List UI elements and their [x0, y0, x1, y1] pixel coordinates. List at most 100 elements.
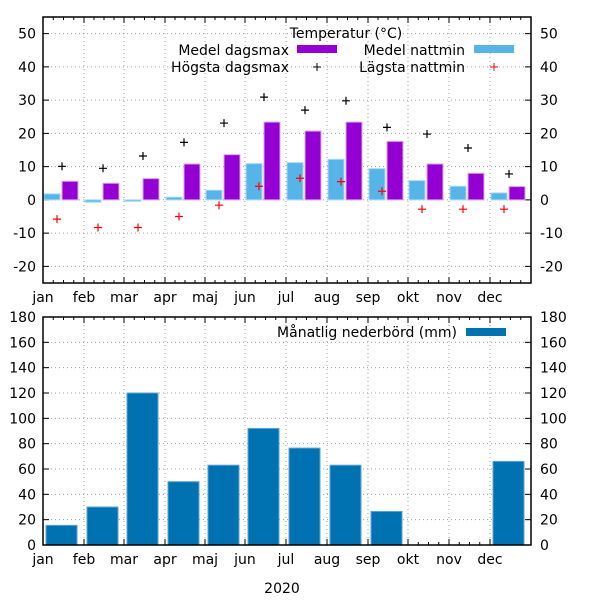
- x-tick-label: feb: [73, 290, 96, 306]
- x-tick-label: nov: [436, 552, 462, 568]
- y-tick-label-left: 60: [18, 462, 36, 478]
- x-tick-label: jun: [233, 290, 256, 306]
- point-lägsta-nattmin: [459, 205, 467, 214]
- bar-precipitation: [370, 510, 403, 546]
- y-tick-label-right: 20: [540, 513, 558, 529]
- bar-medel-dagsmax: [61, 180, 79, 201]
- y-tick-label-left: 0: [27, 193, 36, 209]
- y-tick-label-left: -20: [13, 259, 36, 275]
- point-lägsta-nattmin: [378, 187, 386, 196]
- point-högsta-dagsmax: [342, 96, 350, 105]
- bar-medel-nattmin: [368, 168, 386, 201]
- point-högsta-dagsmax: [220, 119, 228, 128]
- bar-medel-nattmin: [408, 180, 426, 201]
- legend-label: Högsta dagsmax: [171, 60, 289, 76]
- y-tick-label-left: 120: [9, 386, 36, 402]
- legend-title: Temperatur (°C): [289, 26, 403, 42]
- y-tick-label-left: 30: [18, 93, 36, 109]
- legend-label: Medel dagsmax: [178, 43, 289, 59]
- bar-precipitation: [126, 392, 159, 546]
- y-tick-label-left: 180: [9, 310, 36, 326]
- legend-swatch: [297, 45, 337, 53]
- y-tick-label-right: 60: [540, 462, 558, 478]
- legend-marker: [313, 63, 321, 71]
- bar-medel-nattmin: [165, 196, 183, 201]
- x-tick-label: mar: [110, 552, 138, 568]
- plot-frame: [42, 316, 532, 546]
- point-lägsta-nattmin: [296, 174, 304, 183]
- y-tick-label-right: 10: [540, 160, 558, 176]
- y-tick-label-right: 50: [540, 27, 558, 43]
- bar-medel-dagsmax: [467, 172, 485, 201]
- bar-medel-dagsmax: [183, 163, 201, 201]
- x-tick-label: apr: [153, 290, 176, 306]
- x-tick-label: jun: [233, 552, 256, 568]
- bar-precipitation: [492, 460, 525, 546]
- y-tick-label-left: 10: [18, 160, 36, 176]
- y-tick-label-right: 40: [540, 487, 558, 503]
- bar-medel-nattmin: [286, 162, 304, 201]
- point-högsta-dagsmax: [301, 106, 309, 115]
- bar-precipitation: [167, 481, 200, 546]
- x-tick-label: okt: [397, 552, 420, 568]
- bar-precipitation: [45, 524, 78, 546]
- bar-medel-nattmin: [205, 189, 223, 201]
- legend-label: Lägsta nattmin: [359, 60, 465, 76]
- x-tick-label: jan: [31, 552, 53, 568]
- y-tick-label-left: 80: [18, 437, 36, 453]
- x-tick-label: dec: [477, 552, 502, 568]
- plot-frame: [42, 16, 532, 284]
- x-tick-label: sep: [356, 290, 381, 306]
- bar-medel-nattmin: [84, 199, 102, 203]
- bar-medel-dagsmax: [223, 154, 241, 201]
- point-lägsta-nattmin: [337, 177, 345, 186]
- x-tick-label: jul: [277, 290, 295, 306]
- legend-label: Månatlig nederbörd (mm): [277, 324, 457, 341]
- x-tick-label: apr: [153, 552, 176, 568]
- point-lägsta-nattmin: [175, 212, 183, 221]
- y-tick-label-right: 0: [540, 193, 549, 209]
- point-lägsta-nattmin: [134, 223, 142, 232]
- y-tick-label-right: 30: [540, 93, 558, 109]
- y-tick-label-left: 100: [9, 411, 36, 427]
- legend-marker: [490, 63, 498, 71]
- x-tick-label: mar: [110, 290, 138, 306]
- bar-medel-nattmin: [449, 185, 467, 201]
- bar-medel-nattmin: [43, 193, 61, 201]
- point-lägsta-nattmin: [215, 201, 223, 210]
- bar-precipitation: [86, 506, 119, 546]
- point-högsta-dagsmax: [260, 93, 268, 102]
- point-högsta-dagsmax: [99, 164, 107, 173]
- point-högsta-dagsmax: [383, 123, 391, 132]
- point-högsta-dagsmax: [180, 138, 188, 147]
- bar-medel-dagsmax: [386, 140, 404, 201]
- point-högsta-dagsmax: [423, 130, 431, 139]
- x-tick-label: maj: [192, 290, 218, 306]
- bar-medel-dagsmax: [345, 121, 363, 201]
- x-tick-label: jan: [31, 290, 53, 306]
- y-tick-label-left: 20: [18, 513, 36, 529]
- x-tick-label: maj: [192, 552, 218, 568]
- y-tick-label-right: -10: [540, 226, 563, 242]
- bar-medel-dagsmax: [142, 178, 160, 201]
- bar-precipitation: [247, 427, 280, 546]
- x-tick-label: jul: [277, 552, 295, 568]
- x-tick-label: dec: [477, 290, 502, 306]
- bar-medel-nattmin: [490, 192, 508, 201]
- y-tick-label-right: 20: [540, 126, 558, 142]
- bar-medel-dagsmax: [102, 182, 120, 201]
- y-tick-label-left: 40: [18, 60, 36, 76]
- x-tick-label: feb: [73, 552, 96, 568]
- y-tick-label-right: -20: [540, 259, 563, 275]
- point-högsta-dagsmax: [464, 144, 472, 153]
- y-tick-label-right: 160: [540, 335, 567, 351]
- y-tick-label-left: 50: [18, 27, 36, 43]
- bar-precipitation: [329, 464, 362, 546]
- bar-medel-nattmin: [124, 199, 142, 202]
- point-lägsta-nattmin: [255, 182, 263, 191]
- bar-medel-nattmin: [327, 158, 345, 201]
- point-lägsta-nattmin: [94, 223, 102, 232]
- y-tick-label-right: 100: [540, 411, 567, 427]
- legend-swatch: [474, 45, 514, 53]
